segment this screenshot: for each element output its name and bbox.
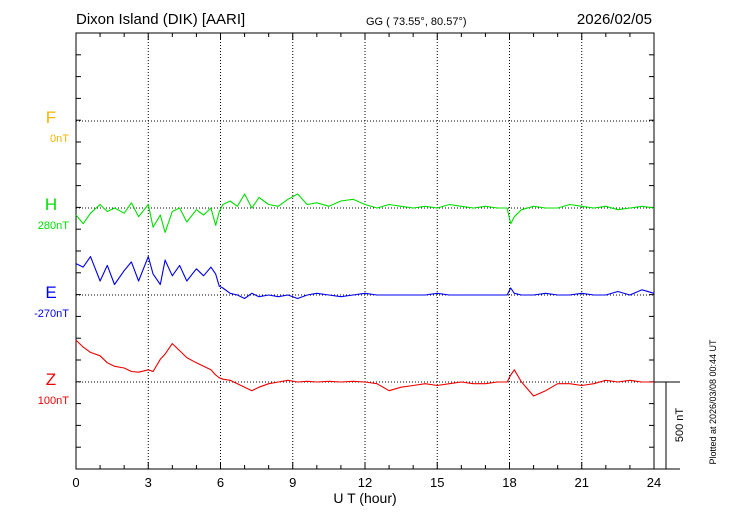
- series-name-h: H: [45, 195, 57, 214]
- plot-frame: [75, 32, 655, 470]
- x-tick-label: 15: [430, 475, 444, 490]
- series-baseline-z: 100nT: [38, 395, 69, 407]
- series-baseline-e: -270nT: [34, 308, 69, 320]
- x-tick-label: 21: [575, 475, 589, 490]
- x-tick-label: 6: [217, 475, 224, 490]
- station-title: Dixon Island (DIK) [AARI]: [76, 11, 245, 28]
- series-line-z: [75, 339, 654, 397]
- series-line-h: [75, 193, 655, 233]
- x-tick-label: 12: [358, 475, 372, 490]
- scale-bar: [654, 381, 680, 470]
- x-tick-labels: 0 3 6 9 12 15 18 21 24: [72, 475, 661, 490]
- series-name-f: F: [46, 108, 56, 127]
- x-tick-label: 3: [145, 475, 152, 490]
- grid: [76, 33, 654, 469]
- x-tick-label: 9: [289, 475, 296, 490]
- x-axis-label: U T (hour): [333, 490, 396, 506]
- scale-label: 500 nT: [674, 408, 686, 443]
- axis-ticks: [75, 33, 655, 469]
- series-lines: [75, 193, 655, 397]
- x-tick-label: 0: [72, 475, 79, 490]
- series-name-z: Z: [46, 370, 56, 389]
- series-line-e: [75, 256, 655, 300]
- series-labels: F 0nT H 280nT E -270nT Z 100nT: [34, 108, 69, 407]
- series-baseline-f: 0nT: [50, 133, 69, 145]
- date-label: 2026/02/05: [577, 11, 652, 28]
- x-tick-label: 24: [647, 475, 661, 490]
- coords-label: GG ( 73.55°, 80.57°): [366, 16, 467, 28]
- series-baseline-h: 280nT: [38, 220, 69, 232]
- x-tick-label: 18: [502, 475, 516, 490]
- series-name-e: E: [45, 283, 56, 302]
- plotted-note: Plotted at 2026/03/08 00:44 UT: [708, 339, 718, 465]
